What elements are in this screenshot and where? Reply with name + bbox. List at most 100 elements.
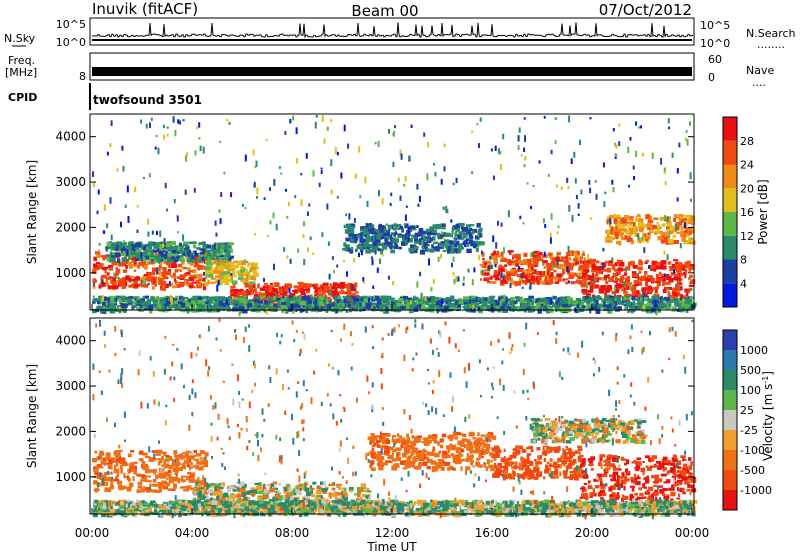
power-cell <box>555 278 558 281</box>
power-cell <box>264 197 266 200</box>
power-cell <box>152 273 154 275</box>
power-cell <box>327 127 329 131</box>
power-colorbar-swatch <box>723 260 737 284</box>
power-cell <box>284 291 288 294</box>
power-cell <box>602 263 604 270</box>
power-cell <box>136 297 138 304</box>
power-cell <box>188 305 192 308</box>
power-cell <box>361 239 366 242</box>
power-cell <box>279 166 281 169</box>
velocity-cell <box>173 450 177 454</box>
power-colorbar-tick: 16 <box>740 206 754 219</box>
velocity-cell <box>145 476 151 478</box>
power-cell <box>627 276 630 280</box>
power-cell <box>145 296 149 299</box>
power-cell <box>561 187 563 190</box>
power-cell <box>253 270 257 274</box>
power-cell <box>464 302 468 305</box>
power-cell <box>580 256 583 259</box>
power-cell <box>172 246 178 250</box>
power-cell <box>215 275 220 278</box>
power-cell <box>656 294 660 296</box>
power-cell <box>660 158 662 165</box>
power-cell <box>362 277 364 281</box>
power-cell <box>690 237 693 240</box>
power-cell <box>605 240 611 243</box>
power-cell <box>152 268 157 272</box>
power-cell <box>427 232 431 236</box>
power-cell <box>210 282 215 284</box>
power-cell <box>200 146 202 152</box>
power-cell <box>410 300 412 304</box>
power-cell <box>319 296 325 300</box>
power-cell <box>530 206 532 209</box>
power-cell <box>431 298 435 303</box>
power-cell <box>354 218 356 223</box>
power-cell <box>127 300 132 303</box>
power-cell <box>199 297 202 300</box>
power-cell <box>342 248 348 250</box>
power-cell <box>401 154 403 160</box>
power-cell <box>544 279 547 281</box>
power-cell <box>419 196 421 202</box>
power-cell <box>189 285 194 287</box>
power-cell <box>689 216 691 218</box>
power-cell <box>568 281 570 284</box>
power-cell <box>547 266 550 270</box>
power-cell <box>263 286 268 288</box>
power-cell <box>177 231 179 233</box>
power-cell <box>524 117 526 119</box>
power-cell <box>117 277 119 280</box>
power-cell <box>307 247 309 252</box>
power-cell <box>531 267 533 270</box>
power-cell <box>686 130 688 133</box>
power-cell <box>360 232 362 239</box>
power-cell <box>453 279 455 284</box>
power-cell <box>479 228 482 231</box>
power-cell <box>400 306 406 309</box>
power-cell <box>493 260 498 265</box>
power-cell <box>296 305 301 308</box>
power-cell <box>578 203 580 209</box>
power-cell <box>333 282 338 286</box>
power-cell <box>180 249 183 254</box>
power-cell <box>307 300 312 305</box>
power-cell <box>338 296 342 299</box>
power-cell <box>684 230 688 233</box>
power-cell <box>479 234 481 238</box>
power-cell <box>622 275 625 280</box>
power-cell <box>627 147 629 154</box>
velocity-cell <box>185 453 189 458</box>
power-cell <box>641 287 646 292</box>
power-cell <box>416 281 418 287</box>
power-cell <box>312 253 314 255</box>
power-cell <box>645 214 650 219</box>
power-cell <box>336 265 338 268</box>
power-cell <box>658 224 660 228</box>
power-cell <box>195 251 197 256</box>
power-cell <box>281 309 284 313</box>
power-cell <box>624 235 627 240</box>
power-cell <box>594 264 596 268</box>
power-cell <box>275 284 279 287</box>
power-cell <box>521 154 523 156</box>
power-cell <box>566 178 568 183</box>
power-cell <box>630 137 632 141</box>
power-cell <box>466 239 469 241</box>
power-cell <box>286 300 289 303</box>
power-cell <box>523 259 527 261</box>
power-cell <box>128 261 132 266</box>
power-cell <box>607 295 609 297</box>
power-cell <box>661 233 663 236</box>
power-cell <box>101 264 104 267</box>
power-cell <box>477 223 481 228</box>
power-cell <box>593 284 596 288</box>
velocity-cell <box>199 461 203 465</box>
power-cell <box>245 155 247 162</box>
power-cell <box>627 296 629 298</box>
velocity-cell <box>181 453 183 458</box>
power-cell <box>137 205 139 208</box>
power-cell <box>333 270 335 273</box>
power-cell <box>618 141 620 146</box>
power-cell <box>162 275 165 279</box>
